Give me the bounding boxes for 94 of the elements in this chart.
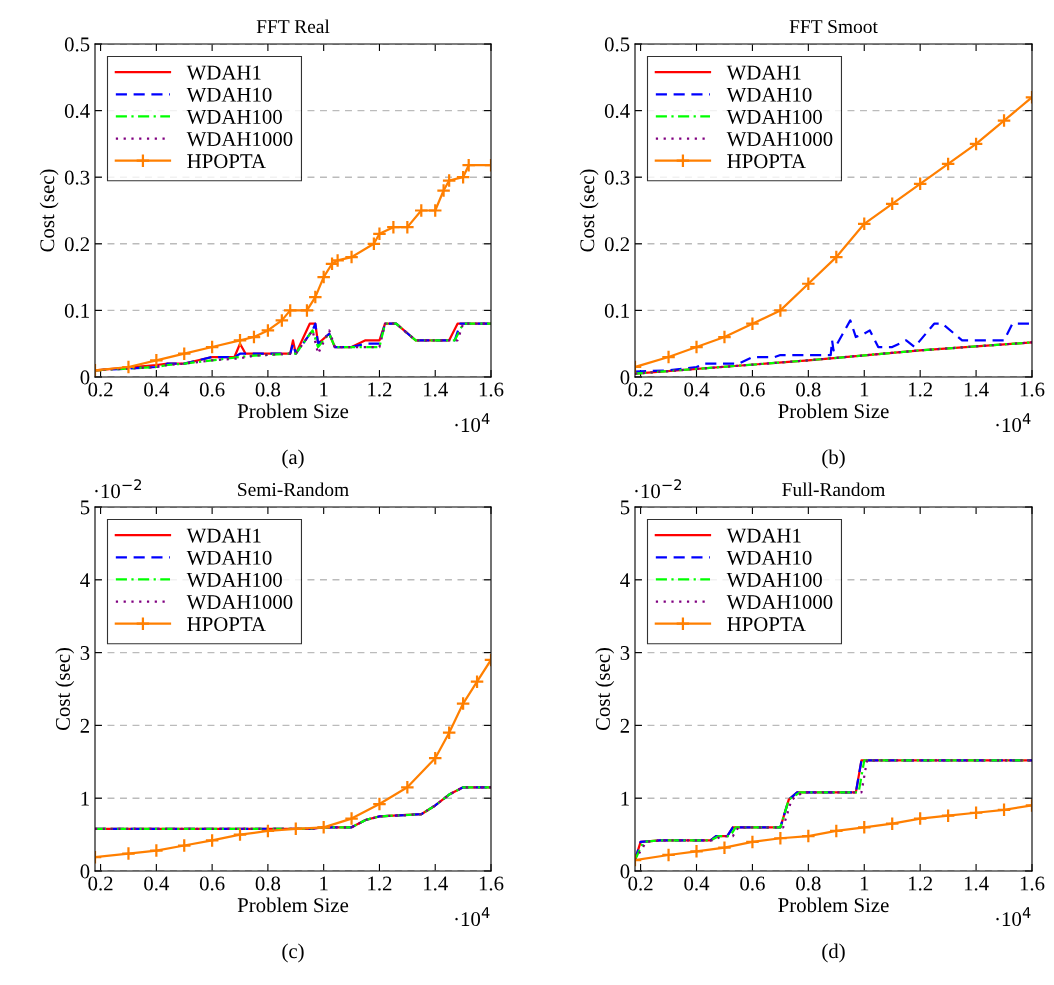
y-axis-title: Cost (sec): [595, 647, 615, 731]
y-tick-label: 0.2: [64, 237, 89, 252]
x-axis-title: Problem Size: [237, 897, 349, 913]
y-tick-label: 5: [620, 500, 630, 515]
y-tick-label: 0: [80, 864, 90, 879]
y-axis-title: Cost (sec): [579, 169, 599, 252]
text: ·10$^{4}$: [455, 907, 490, 927]
text: ·10$^{4}$: [996, 907, 1031, 927]
y-tick-label: 5: [80, 500, 90, 515]
y-tick-label: 0.1: [64, 303, 89, 318]
x-axis-title: Problem Size: [778, 403, 889, 419]
x-tick-label: 1.2: [908, 382, 933, 397]
x-tick-label: 0.6: [199, 876, 225, 891]
text: ·10$^{−2}$: [635, 479, 682, 499]
text: (d): [822, 943, 845, 963]
y-tick-label: 0.1: [604, 303, 629, 318]
x-tick-label: 1.4: [424, 876, 448, 891]
y-tick-label: 1: [621, 791, 629, 806]
y-tick-label: 2: [80, 718, 89, 733]
text: (c): [282, 943, 304, 963]
x-tick-label: 1: [860, 876, 869, 891]
legend-label: WDAH1: [726, 65, 801, 80]
y-tick-label: 0: [80, 370, 90, 385]
x-tick-label: 1.4: [424, 382, 448, 397]
x-tick-label: 1.2: [368, 382, 392, 397]
chart-title: Full-Random: [782, 482, 886, 497]
x-tick-label: 0.8: [796, 876, 821, 891]
legend-label: HPOPTA: [727, 154, 806, 169]
y-axis-title: Cost (sec): [39, 169, 59, 252]
text: (a): [282, 449, 304, 469]
text: ·10$^{−2}$: [95, 479, 142, 499]
x-tick-label: 0.4: [144, 876, 170, 891]
x-tick-label: 1.6: [479, 382, 504, 397]
legend-label: HPOPTA: [187, 154, 266, 169]
y-tick-label: 0: [620, 864, 630, 879]
legend-label: WDAH100: [186, 572, 282, 588]
x-tick-label: 0.8: [255, 382, 281, 397]
legend-label: WDAH10: [726, 550, 812, 565]
y-axis-title: Cost (sec): [55, 647, 75, 731]
x-tick-label: 1.6: [1020, 876, 1045, 891]
text: ·10$^{4}$: [996, 413, 1031, 433]
chart-title: FFT Smoot: [789, 20, 878, 34]
x-tick-label: 1: [320, 876, 328, 891]
x-tick-label: 1.2: [908, 876, 933, 891]
x-tick-label: 1: [320, 382, 328, 397]
chart-title: Semi-Random: [238, 482, 349, 497]
text: ·10$^{4}$: [455, 413, 490, 433]
legend-label: WDAH100: [186, 109, 282, 125]
legend-label: HPOPTA: [727, 617, 806, 632]
legend-label: WDAH1: [186, 528, 261, 543]
x-tick-label: 1.6: [479, 876, 504, 891]
legend-label: WDAH10: [186, 87, 272, 102]
chart-title: FFT Real: [256, 19, 330, 34]
text: (b): [822, 449, 845, 469]
y-tick-label: 4: [620, 573, 630, 588]
y-tick-label: 0.5: [64, 37, 90, 52]
legend-label: WDAH10: [186, 550, 272, 565]
y-tick-label: 0.3: [604, 170, 630, 185]
legend-label: WDAH1: [186, 65, 261, 80]
y-tick-label: 0.4: [64, 103, 90, 119]
y-tick-label: 2: [620, 718, 629, 733]
legend-label: WDAH100: [726, 572, 822, 588]
y-tick-label: 0.5: [604, 37, 630, 52]
x-tick-label: 0.6: [740, 382, 765, 397]
x-tick-label: 1.6: [1020, 382, 1045, 397]
legend-label: WDAH1: [726, 528, 801, 543]
y-tick-label: 4: [80, 573, 90, 588]
x-tick-label: 1.2: [368, 876, 392, 891]
legend-label: WDAH1000: [726, 595, 833, 610]
x-tick-label: 0.8: [255, 876, 281, 891]
x-tick-label: 0.6: [740, 876, 765, 891]
y-tick-label: 3: [80, 646, 90, 661]
x-tick-label: 0.4: [684, 876, 710, 891]
x-tick-label: 0.8: [796, 382, 821, 397]
legend-label: WDAH100: [726, 109, 822, 125]
legend-label: WDAH1000: [726, 132, 833, 147]
x-tick-label: 1.4: [964, 382, 989, 397]
legend-label: WDAH10: [726, 87, 812, 102]
x-axis-title: Problem Size: [778, 897, 889, 913]
legend-label: WDAH1000: [186, 595, 293, 610]
y-tick-label: 0.2: [604, 237, 629, 252]
y-tick-label: 1: [81, 791, 89, 806]
x-tick-label: 0.4: [684, 382, 710, 397]
x-tick-label: 0.6: [199, 382, 225, 397]
x-tick-label: 1: [860, 382, 869, 397]
legend-label: HPOPTA: [187, 617, 266, 632]
x-tick-label: 0.4: [144, 382, 170, 397]
y-tick-label: 0: [620, 370, 630, 385]
x-tick-label: 1.4: [964, 876, 989, 891]
legend-label: WDAH1000: [186, 132, 293, 147]
y-tick-label: 0.4: [604, 103, 630, 119]
y-tick-label: 3: [620, 646, 630, 661]
x-axis-title: Problem Size: [237, 403, 349, 419]
y-tick-label: 0.3: [64, 170, 90, 185]
